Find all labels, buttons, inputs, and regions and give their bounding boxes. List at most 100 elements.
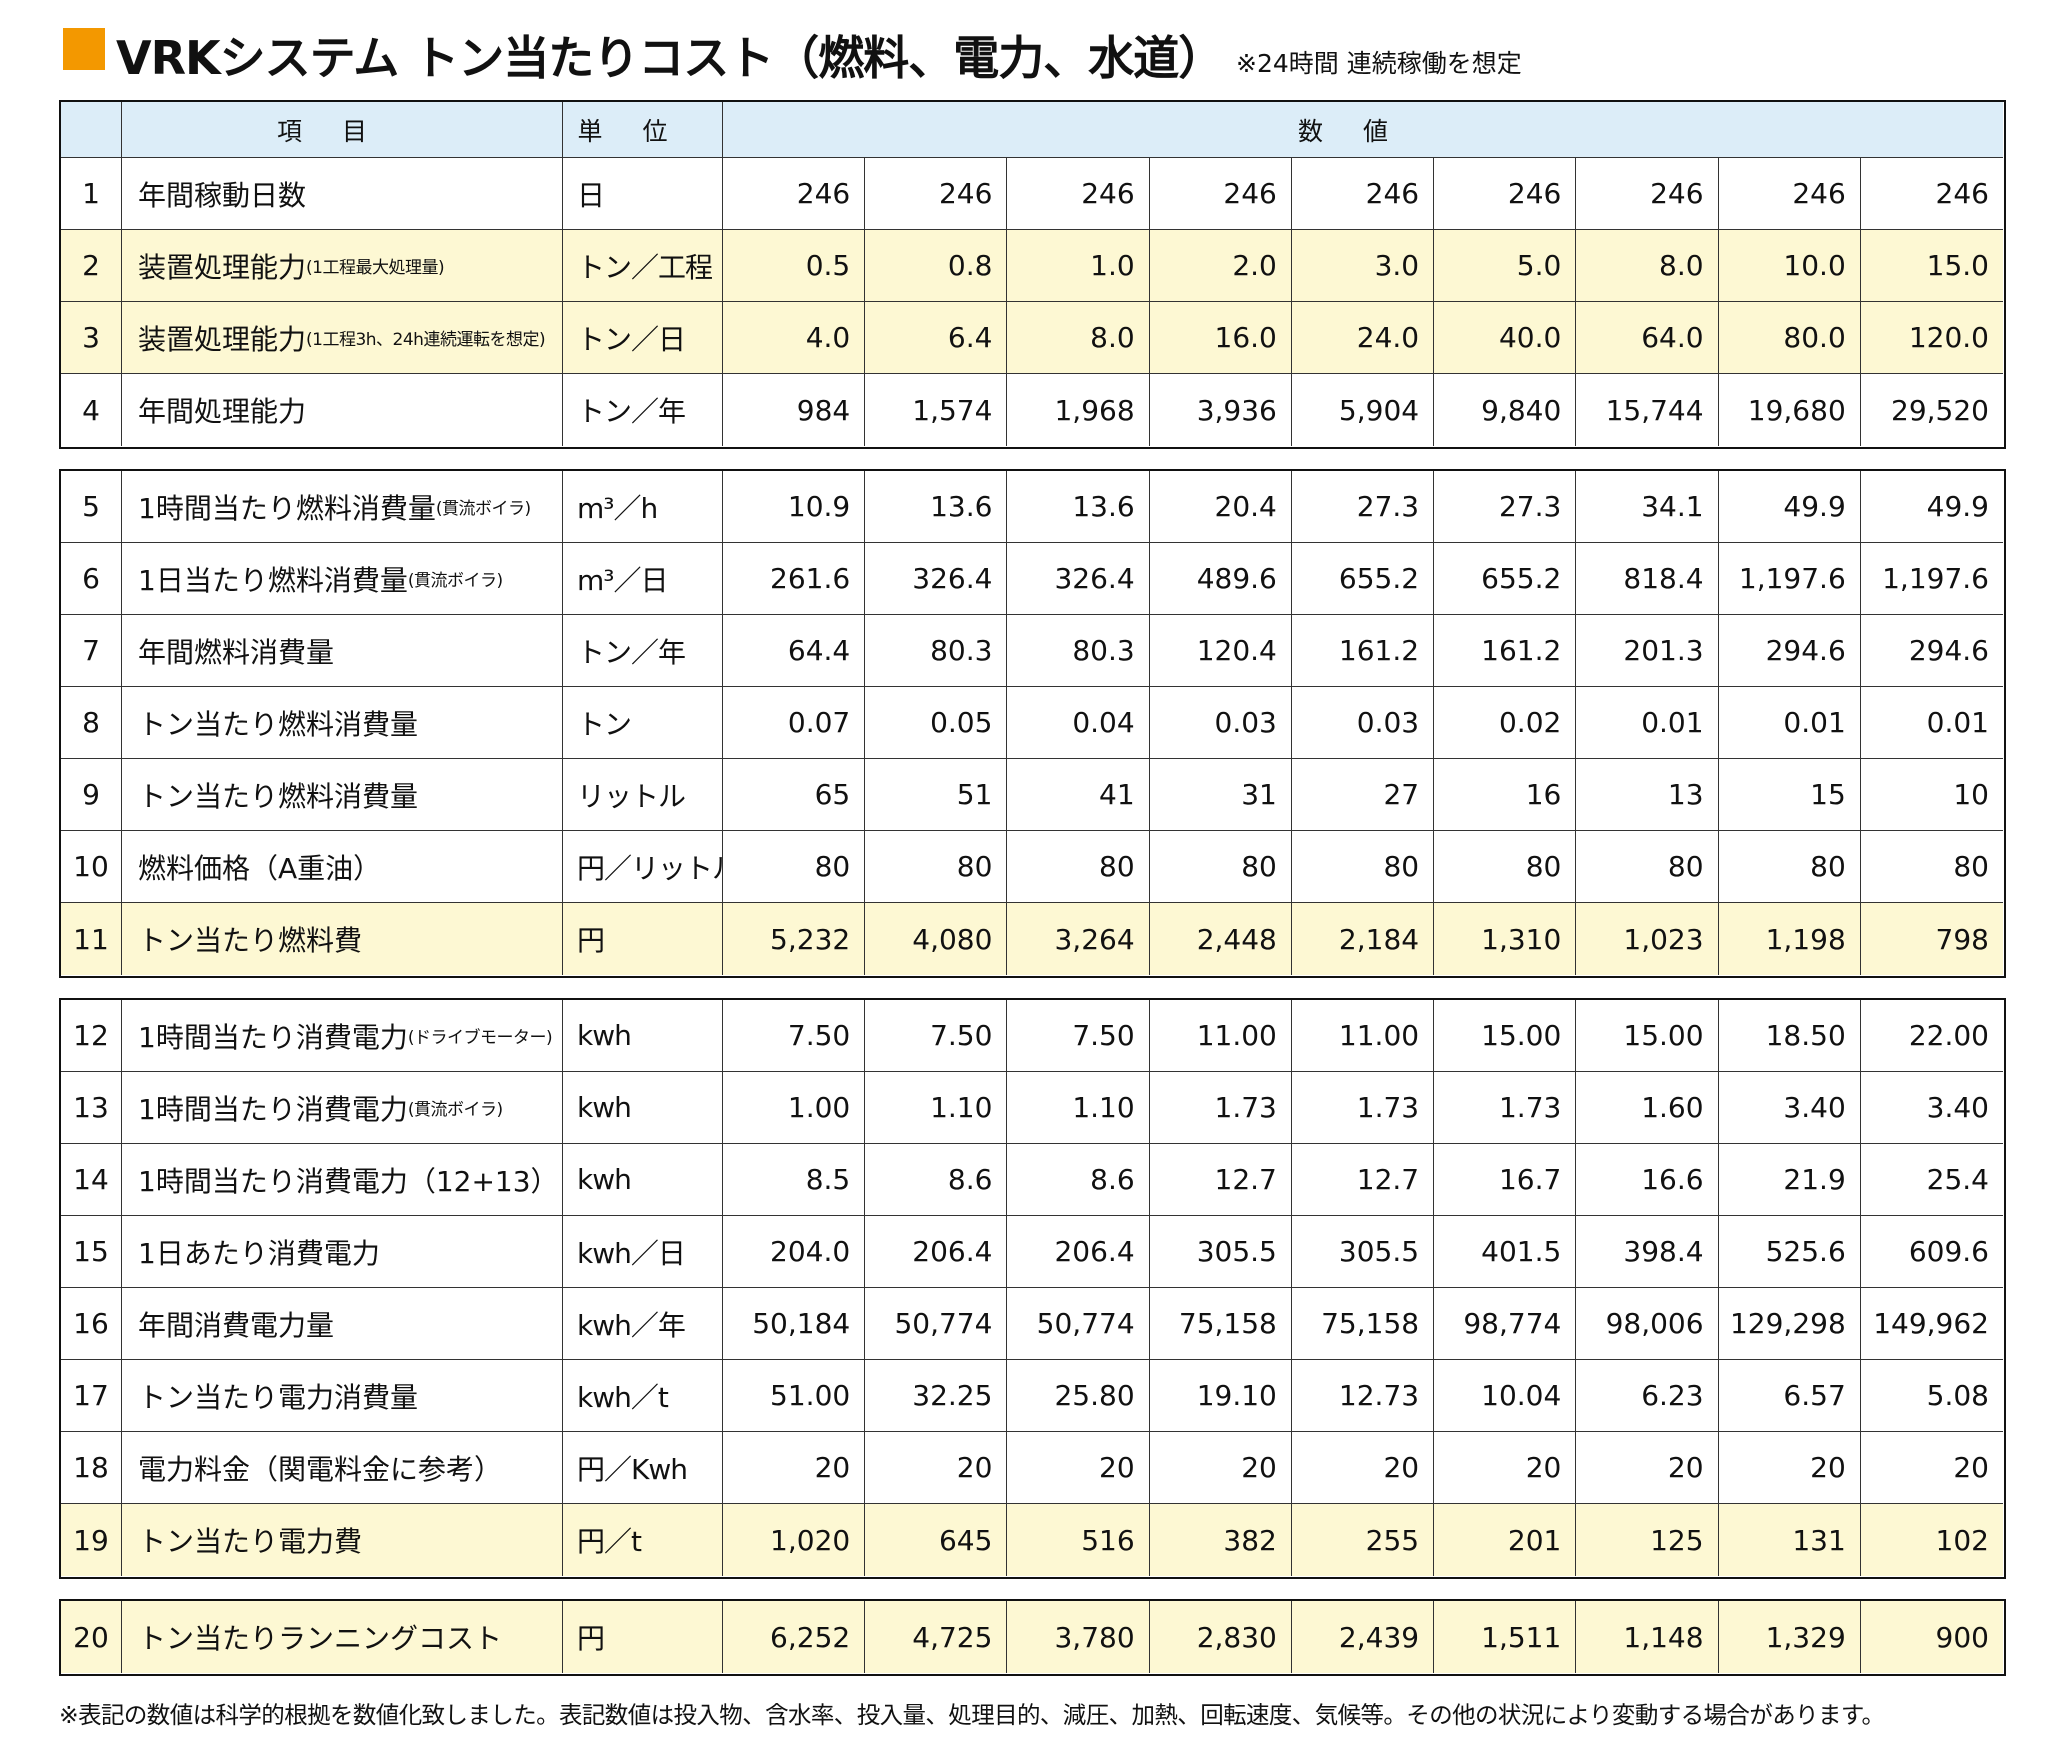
value-cell: 0.03 bbox=[1291, 687, 1435, 759]
value-cell: 246 bbox=[1149, 158, 1292, 230]
value-cell: 516 bbox=[1007, 1504, 1150, 1576]
value-cell: 655.2 bbox=[1291, 543, 1435, 615]
value-cell: 20 bbox=[1434, 1432, 1577, 1504]
value-cell: 1.00 bbox=[723, 1072, 866, 1144]
row-label: 1日当たり燃料消費量 (貫流ボイラ) bbox=[122, 543, 563, 615]
row-label: 1時間当たり消費電力 (貫流ボイラ) bbox=[122, 1072, 563, 1144]
value-cell: 20 bbox=[1718, 1432, 1861, 1504]
row-unit: kwh bbox=[563, 1072, 723, 1144]
value-cell: 8.5 bbox=[723, 1144, 866, 1216]
value-cell: 16.7 bbox=[1434, 1144, 1577, 1216]
value-cell: 15.00 bbox=[1576, 1000, 1719, 1072]
value-cell: 64.4 bbox=[723, 615, 866, 687]
label-note: (1工程3h、24h連続運転を想定) bbox=[306, 330, 546, 350]
value-cell: 80 bbox=[1149, 831, 1292, 903]
value-cell: 131 bbox=[1718, 1504, 1861, 1576]
value-cell: 0.5 bbox=[723, 230, 866, 302]
value-cell: 20 bbox=[1576, 1432, 1719, 1504]
value-cell: 7.50 bbox=[1007, 1000, 1150, 1072]
row-label: トン当たり電力消費量 bbox=[122, 1360, 563, 1432]
value-cell: 80.0 bbox=[1718, 302, 1861, 374]
value-cell: 2,439 bbox=[1291, 1601, 1435, 1673]
value-cell: 13.6 bbox=[1007, 471, 1150, 543]
value-cell: 326.4 bbox=[1007, 543, 1150, 615]
value-cell: 398.4 bbox=[1576, 1216, 1719, 1288]
row-label: 年間処理能力 bbox=[122, 374, 563, 446]
value-cell: 80 bbox=[1434, 831, 1577, 903]
row-number: 17 bbox=[61, 1360, 122, 1432]
value-cell: 900 bbox=[1860, 1601, 2003, 1673]
row-label: 年間消費電力量 bbox=[122, 1288, 563, 1360]
value-cell: 80 bbox=[1291, 831, 1435, 903]
row-label: 年間燃料消費量 bbox=[122, 615, 563, 687]
value-cell: 6,252 bbox=[723, 1601, 866, 1673]
row-number: 16 bbox=[61, 1288, 122, 1360]
value-cell: 15.00 bbox=[1434, 1000, 1577, 1072]
row-number: 12 bbox=[61, 1000, 122, 1072]
value-cell: 50,184 bbox=[723, 1288, 866, 1360]
value-cell: 3.40 bbox=[1860, 1072, 2003, 1144]
row-number: 13 bbox=[61, 1072, 122, 1144]
row-number: 18 bbox=[61, 1432, 122, 1504]
value-cell: 3.0 bbox=[1291, 230, 1435, 302]
value-cell: 8.0 bbox=[1576, 230, 1719, 302]
value-cell: 64.0 bbox=[1576, 302, 1719, 374]
label-text: 1時間当たり燃料消費量 bbox=[138, 491, 436, 525]
value-cell: 24.0 bbox=[1291, 302, 1435, 374]
row-label: 年間稼動日数 bbox=[122, 158, 563, 230]
label-text: 1日当たり燃料消費量 bbox=[138, 563, 408, 597]
title-mark bbox=[63, 28, 105, 70]
value-cell: 9,840 bbox=[1434, 374, 1577, 446]
value-cell: 6.4 bbox=[865, 302, 1008, 374]
value-cell: 161.2 bbox=[1434, 615, 1577, 687]
value-cell: 21.9 bbox=[1718, 1144, 1861, 1216]
row-number: 10 bbox=[61, 831, 122, 903]
row-number: 3 bbox=[61, 302, 122, 374]
row-label: 装置処理能力 (1工程3h、24h連続運転を想定) bbox=[122, 302, 563, 374]
row-number: 14 bbox=[61, 1144, 122, 1216]
value-cell: 125 bbox=[1576, 1504, 1719, 1576]
value-cell: 3,264 bbox=[1007, 903, 1150, 975]
value-cell: 3,936 bbox=[1150, 374, 1292, 446]
value-cell: 294.6 bbox=[1860, 615, 2003, 687]
value-cell: 5.08 bbox=[1860, 1360, 2003, 1432]
value-cell: 102 bbox=[1860, 1504, 2003, 1576]
row-unit: 日 bbox=[563, 158, 723, 230]
value-cell: 261.6 bbox=[723, 543, 866, 615]
value-cell: 1,511 bbox=[1434, 1601, 1577, 1673]
row-label: 1時間当たり消費電力（12+13） bbox=[122, 1144, 563, 1216]
value-cell: 204.0 bbox=[723, 1216, 866, 1288]
value-cell: 0.8 bbox=[865, 230, 1008, 302]
value-cell: 645 bbox=[865, 1504, 1008, 1576]
row-unit: m³／日 bbox=[563, 543, 723, 615]
value-cell: 1.10 bbox=[865, 1072, 1008, 1144]
value-cell: 80 bbox=[865, 831, 1008, 903]
row-unit: m³／h bbox=[563, 471, 723, 543]
value-cell: 246 bbox=[1718, 158, 1861, 230]
value-cell: 8.6 bbox=[865, 1144, 1008, 1216]
table-group: 20 トン当たりランニングコスト 円 6,252 4,725 3,780 2,830 2,43… bbox=[59, 1599, 2006, 1676]
value-cell: 382 bbox=[1149, 1504, 1292, 1576]
row-label: 1時間当たり消費電力 (ドライブモーター) bbox=[122, 1000, 563, 1072]
value-cell: 1,020 bbox=[723, 1504, 866, 1576]
value-cell: 10.04 bbox=[1434, 1360, 1577, 1432]
row-unit: トン bbox=[563, 687, 723, 759]
row-unit: トン／工程 bbox=[563, 230, 723, 302]
label-text: トン当たりランニングコスト bbox=[138, 1622, 503, 1655]
table-group: 項目 単位 数値 1 年間稼動日数日 246 246 246 246 246 246 246 246 24… bbox=[59, 100, 2006, 449]
row-unit: トン／日 bbox=[563, 302, 723, 374]
value-cell: 6.23 bbox=[1576, 1360, 1719, 1432]
value-cell: 8.0 bbox=[1007, 302, 1150, 374]
value-cell: 129,298 bbox=[1718, 1288, 1861, 1360]
row-number: 19 bbox=[61, 1504, 122, 1576]
value-cell: 15,744 bbox=[1576, 374, 1719, 446]
row-number: 15 bbox=[61, 1216, 122, 1288]
label-text: 電力料金（関電料金に参考） bbox=[138, 1452, 503, 1486]
row-number: 6 bbox=[61, 543, 122, 615]
value-cell: 1,148 bbox=[1576, 1601, 1719, 1673]
value-cell: 609.6 bbox=[1860, 1216, 2003, 1288]
value-cell: 1,310 bbox=[1434, 903, 1577, 975]
value-cell: 120.4 bbox=[1149, 615, 1292, 687]
row-number: 20 bbox=[61, 1601, 122, 1673]
